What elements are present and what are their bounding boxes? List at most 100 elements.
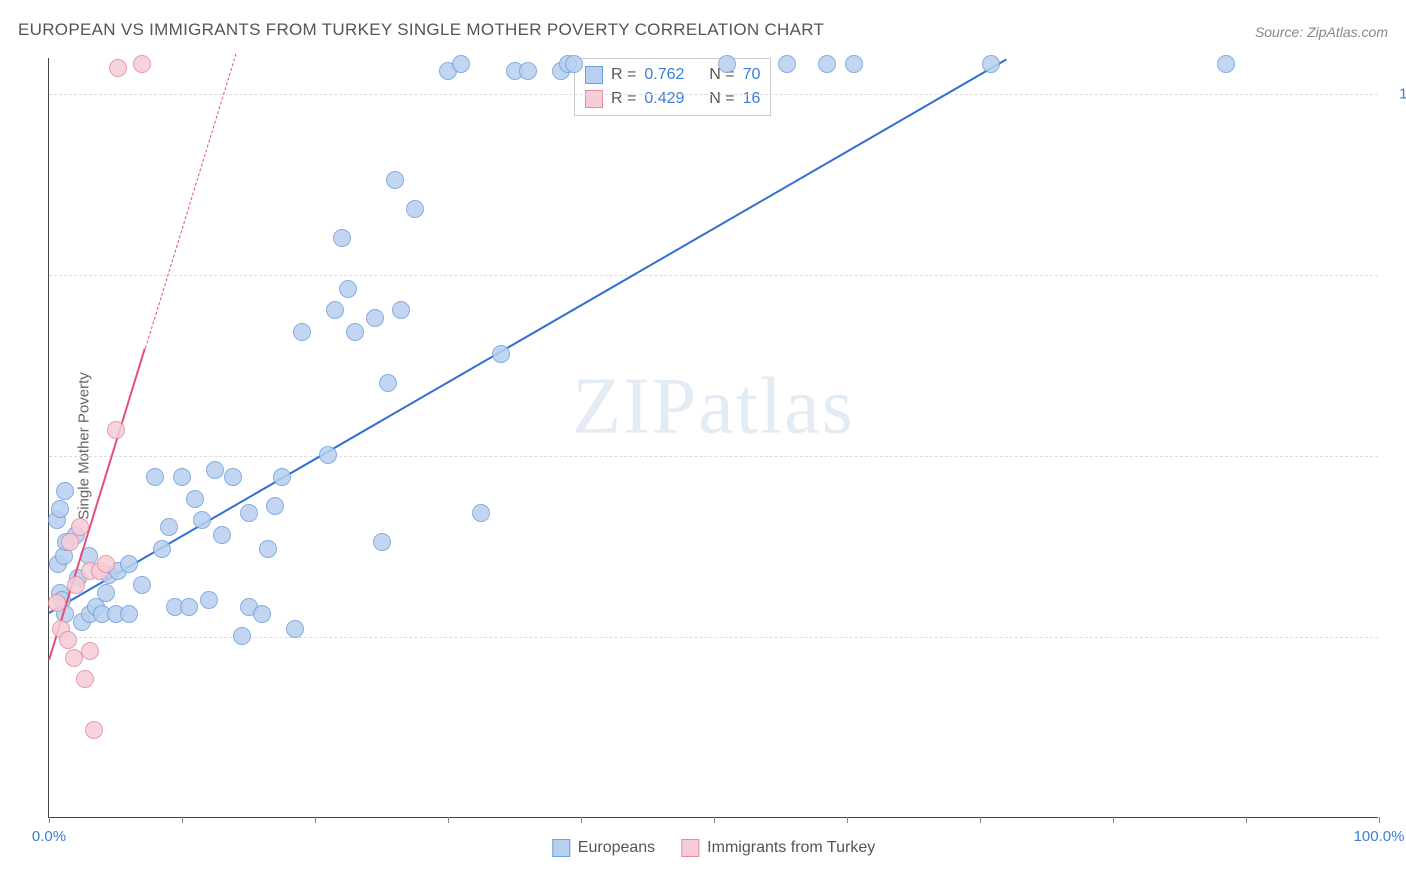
x-tick-label: 100.0% (1354, 828, 1405, 845)
source-attribution: Source: ZipAtlas.com (1255, 24, 1388, 40)
stats-box: R = 0.762 N = 70 R = 0.429 N = 16 (574, 58, 771, 116)
legend-swatch-turkey (681, 839, 699, 857)
legend-swatch-europeans (552, 839, 570, 857)
scatter-point-europeans (326, 301, 344, 319)
scatter-point-europeans (133, 576, 151, 594)
scatter-point-europeans (373, 533, 391, 551)
scatter-point-europeans (379, 374, 397, 392)
scatter-point-immigrants_turkey (109, 59, 127, 77)
scatter-point-europeans (224, 468, 242, 486)
scatter-point-europeans (97, 584, 115, 602)
chart-title: EUROPEAN VS IMMIGRANTS FROM TURKEY SINGL… (18, 20, 824, 40)
n-label: N = (709, 87, 734, 111)
scatter-point-immigrants_turkey (85, 721, 103, 739)
scatter-point-immigrants_turkey (107, 421, 125, 439)
scatter-point-europeans (266, 497, 284, 515)
y-tick-label: 25.0% (1386, 629, 1406, 646)
r-value-europeans: 0.762 (644, 63, 684, 87)
scatter-point-europeans (845, 55, 863, 73)
scatter-point-europeans (818, 55, 836, 73)
scatter-point-europeans (273, 468, 291, 486)
scatter-point-europeans (56, 482, 74, 500)
swatch-europeans (585, 66, 603, 84)
x-tick-mark (1113, 817, 1114, 823)
scatter-point-europeans (173, 468, 191, 486)
chart-container: EUROPEAN VS IMMIGRANTS FROM TURKEY SINGL… (0, 0, 1406, 892)
scatter-point-europeans (319, 446, 337, 464)
watermark-thin: atlas (698, 363, 855, 451)
x-tick-mark (714, 817, 715, 823)
r-label: R = (611, 87, 636, 111)
scatter-point-immigrants_turkey (48, 594, 66, 612)
scatter-point-immigrants_turkey (133, 55, 151, 73)
x-tick-mark (448, 817, 449, 823)
scatter-point-europeans (1217, 55, 1235, 73)
scatter-point-europeans (492, 345, 510, 363)
legend-item-europeans: Europeans (552, 839, 655, 857)
y-tick-label: 50.0% (1386, 448, 1406, 465)
gridline-h (49, 275, 1378, 276)
x-tick-mark (49, 817, 50, 823)
scatter-point-europeans (120, 605, 138, 623)
scatter-point-europeans (180, 598, 198, 616)
scatter-point-europeans (206, 461, 224, 479)
n-value-turkey: 16 (743, 87, 761, 111)
source-name: ZipAtlas.com (1307, 24, 1388, 40)
gridline-h (49, 456, 1378, 457)
x-tick-mark (1379, 817, 1380, 823)
x-tick-mark (1246, 817, 1247, 823)
x-tick-mark (182, 817, 183, 823)
scatter-point-europeans (233, 627, 251, 645)
scatter-point-europeans (51, 500, 69, 518)
scatter-point-europeans (146, 468, 164, 486)
scatter-point-europeans (366, 309, 384, 327)
y-tick-label: 100.0% (1386, 86, 1406, 103)
scatter-point-europeans (240, 504, 258, 522)
legend-item-turkey: Immigrants from Turkey (681, 839, 875, 857)
scatter-point-europeans (213, 526, 231, 544)
scatter-point-europeans (519, 62, 537, 80)
scatter-point-europeans (392, 301, 410, 319)
scatter-point-europeans (333, 229, 351, 247)
scatter-point-europeans (472, 504, 490, 522)
scatter-point-europeans (718, 55, 736, 73)
scatter-point-europeans (186, 490, 204, 508)
watermark-bold: ZIP (572, 363, 698, 451)
stats-row-turkey: R = 0.429 N = 16 (585, 87, 760, 111)
legend-label-europeans: Europeans (578, 839, 655, 857)
scatter-point-immigrants_turkey (67, 576, 85, 594)
scatter-point-immigrants_turkey (59, 631, 77, 649)
scatter-point-europeans (286, 620, 304, 638)
trend-dash-immigrants_turkey (145, 54, 236, 348)
r-label: R = (611, 63, 636, 87)
scatter-point-immigrants_turkey (71, 518, 89, 536)
scatter-point-europeans (406, 200, 424, 218)
scatter-point-europeans (200, 591, 218, 609)
y-tick-label: 75.0% (1386, 267, 1406, 284)
x-tick-mark (315, 817, 316, 823)
scatter-point-europeans (293, 323, 311, 341)
scatter-point-europeans (153, 540, 171, 558)
scatter-point-europeans (565, 55, 583, 73)
scatter-point-europeans (259, 540, 277, 558)
scatter-point-europeans (778, 55, 796, 73)
scatter-point-europeans (386, 171, 404, 189)
scatter-point-europeans (193, 511, 211, 529)
r-value-turkey: 0.429 (644, 87, 684, 111)
x-tick-mark (847, 817, 848, 823)
scatter-point-europeans (160, 518, 178, 536)
scatter-point-europeans (452, 55, 470, 73)
plot-area: ZIPatlas R = 0.762 N = 70 R = 0.429 N = … (48, 58, 1378, 818)
scatter-point-europeans (339, 280, 357, 298)
scatter-point-europeans (253, 605, 271, 623)
scatter-point-immigrants_turkey (97, 555, 115, 573)
trend-line-europeans (48, 58, 1007, 613)
scatter-point-europeans (346, 323, 364, 341)
scatter-point-immigrants_turkey (81, 642, 99, 660)
watermark: ZIPatlas (572, 362, 855, 453)
scatter-point-europeans (120, 555, 138, 573)
swatch-turkey (585, 90, 603, 108)
legend: Europeans Immigrants from Turkey (552, 839, 875, 857)
source-prefix: Source: (1255, 24, 1307, 40)
gridline-h (49, 94, 1378, 95)
